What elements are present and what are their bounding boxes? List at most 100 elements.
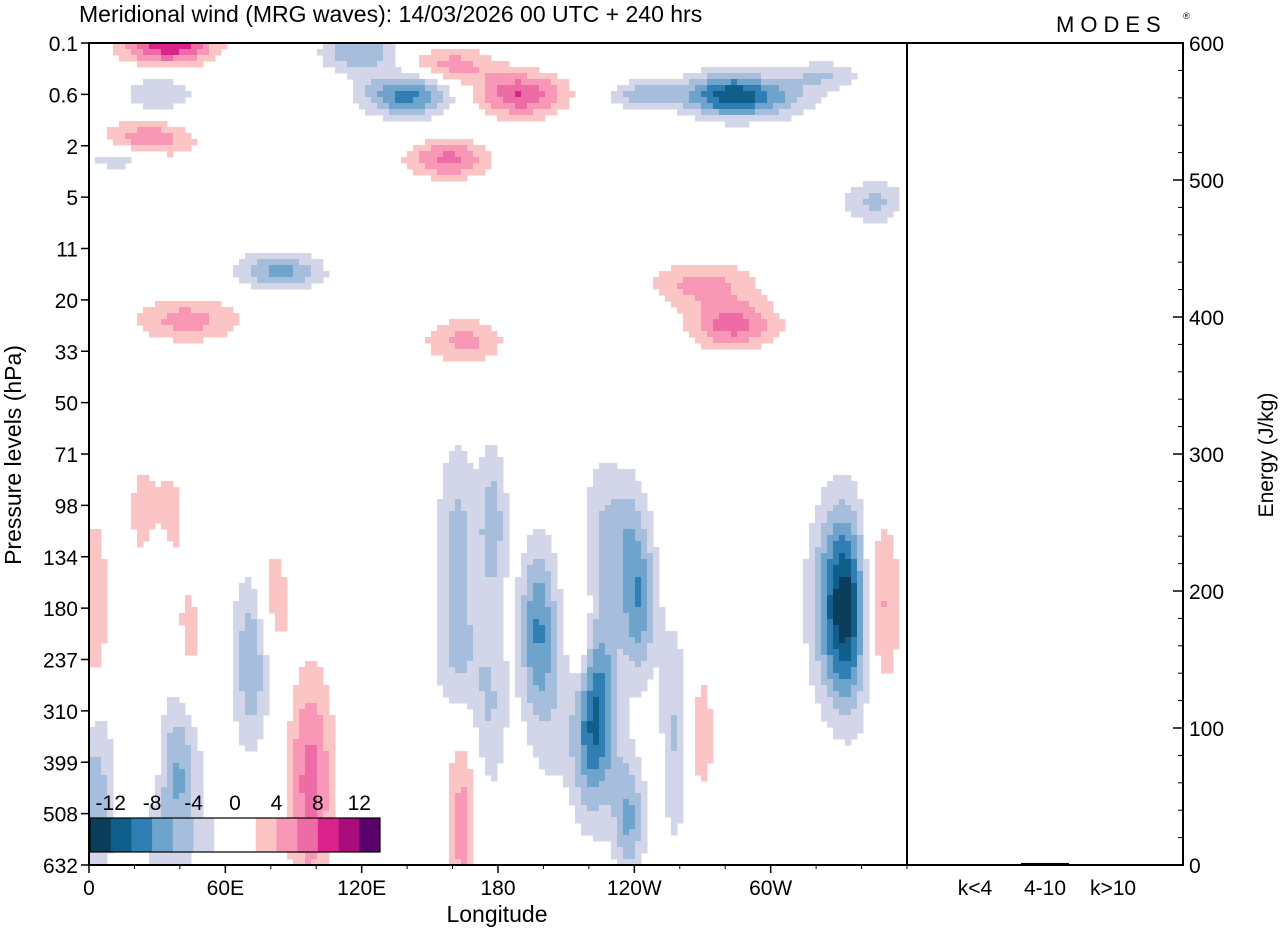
heat-cell (653, 85, 660, 92)
heat-cell (677, 703, 684, 710)
heat-cell (617, 847, 624, 854)
heat-cell (173, 517, 180, 524)
heat-cell (443, 343, 450, 350)
heat-cell (593, 661, 600, 668)
heat-cell (857, 607, 864, 614)
heat-cell (593, 733, 600, 740)
heat-cell (455, 757, 462, 764)
heat-cell (95, 625, 102, 632)
heat-cell (323, 799, 330, 806)
heat-cell (737, 331, 744, 338)
heat-cell (449, 601, 456, 608)
heat-cell (191, 55, 198, 62)
heat-cell (671, 679, 678, 686)
heat-cell (473, 319, 480, 326)
heat-cell (227, 325, 234, 332)
heat-cell (503, 499, 510, 506)
heat-cell (827, 715, 834, 722)
heat-cell (437, 625, 444, 632)
heat-cell (485, 655, 492, 662)
heat-cell (467, 79, 474, 86)
heat-cell (827, 67, 834, 74)
heat-cell (455, 775, 462, 782)
heat-cell (545, 661, 552, 668)
heat-cell (641, 511, 648, 518)
heat-cell (641, 793, 648, 800)
heat-cell (155, 499, 162, 506)
heat-cell (605, 781, 612, 788)
heat-cell (827, 559, 834, 566)
heat-cell (239, 277, 246, 284)
heat-cell (143, 535, 150, 542)
heat-cell (455, 655, 462, 662)
heat-cell (743, 295, 750, 302)
heat-cell (293, 781, 300, 788)
heat-cell (353, 43, 360, 50)
heat-cell (401, 73, 408, 80)
heat-cell (497, 637, 504, 644)
heat-cell (509, 79, 516, 86)
heat-cell (491, 523, 498, 530)
heat-cell (599, 649, 606, 656)
heat-cell (197, 43, 204, 50)
heat-cell (479, 709, 486, 716)
heat-cell (449, 697, 456, 704)
heat-cell (467, 793, 474, 800)
heat-cell (743, 79, 750, 86)
heat-cell (767, 325, 774, 332)
heat-cell (533, 547, 540, 554)
heat-cell (881, 655, 888, 662)
heat-cell (449, 667, 456, 674)
heat-cell (455, 163, 462, 170)
heat-cell (527, 73, 534, 80)
heat-cell (497, 679, 504, 686)
heat-cell (767, 103, 774, 110)
heat-cell (275, 559, 282, 566)
heat-cell (539, 679, 546, 686)
heat-cell (815, 571, 822, 578)
heat-cell (737, 295, 744, 302)
heat-cell (119, 133, 126, 140)
heat-cell (551, 613, 558, 620)
heat-cell (731, 103, 738, 110)
heat-cell (683, 289, 690, 296)
heat-cell (263, 265, 270, 272)
heat-cell (323, 709, 330, 716)
heat-cell (551, 673, 558, 680)
heat-cell (521, 109, 528, 116)
heat-cell (467, 631, 474, 638)
heat-cell (551, 85, 558, 92)
heat-cell (467, 823, 474, 830)
heat-cell (701, 271, 708, 278)
heat-cell (773, 97, 780, 104)
heat-cell (527, 631, 534, 638)
heat-cell (851, 649, 858, 656)
heat-cell (665, 781, 672, 788)
heat-cell (155, 103, 162, 110)
heat-cell (359, 85, 366, 92)
heat-cell (815, 85, 822, 92)
heat-cell (497, 661, 504, 668)
heat-cell (839, 667, 846, 674)
heat-cell (689, 325, 696, 332)
heat-cell (581, 697, 588, 704)
heat-cell (329, 727, 336, 734)
heat-cell (833, 577, 840, 584)
heat-cell (821, 589, 828, 596)
heat-cell (629, 691, 636, 698)
heat-cell (239, 613, 246, 620)
heat-cell (125, 49, 132, 56)
heat-cell (623, 745, 630, 752)
heat-cell (821, 541, 828, 548)
heat-cell (89, 733, 96, 740)
heat-cell (881, 535, 888, 542)
heat-cell (701, 103, 708, 110)
heat-cell (479, 487, 486, 494)
heat-cell (467, 787, 474, 794)
heat-cell (473, 691, 480, 698)
heat-cell (467, 859, 474, 865)
heat-cell (557, 625, 564, 632)
heat-cell (161, 811, 168, 818)
heat-cell (473, 541, 480, 548)
heat-cell (479, 649, 486, 656)
